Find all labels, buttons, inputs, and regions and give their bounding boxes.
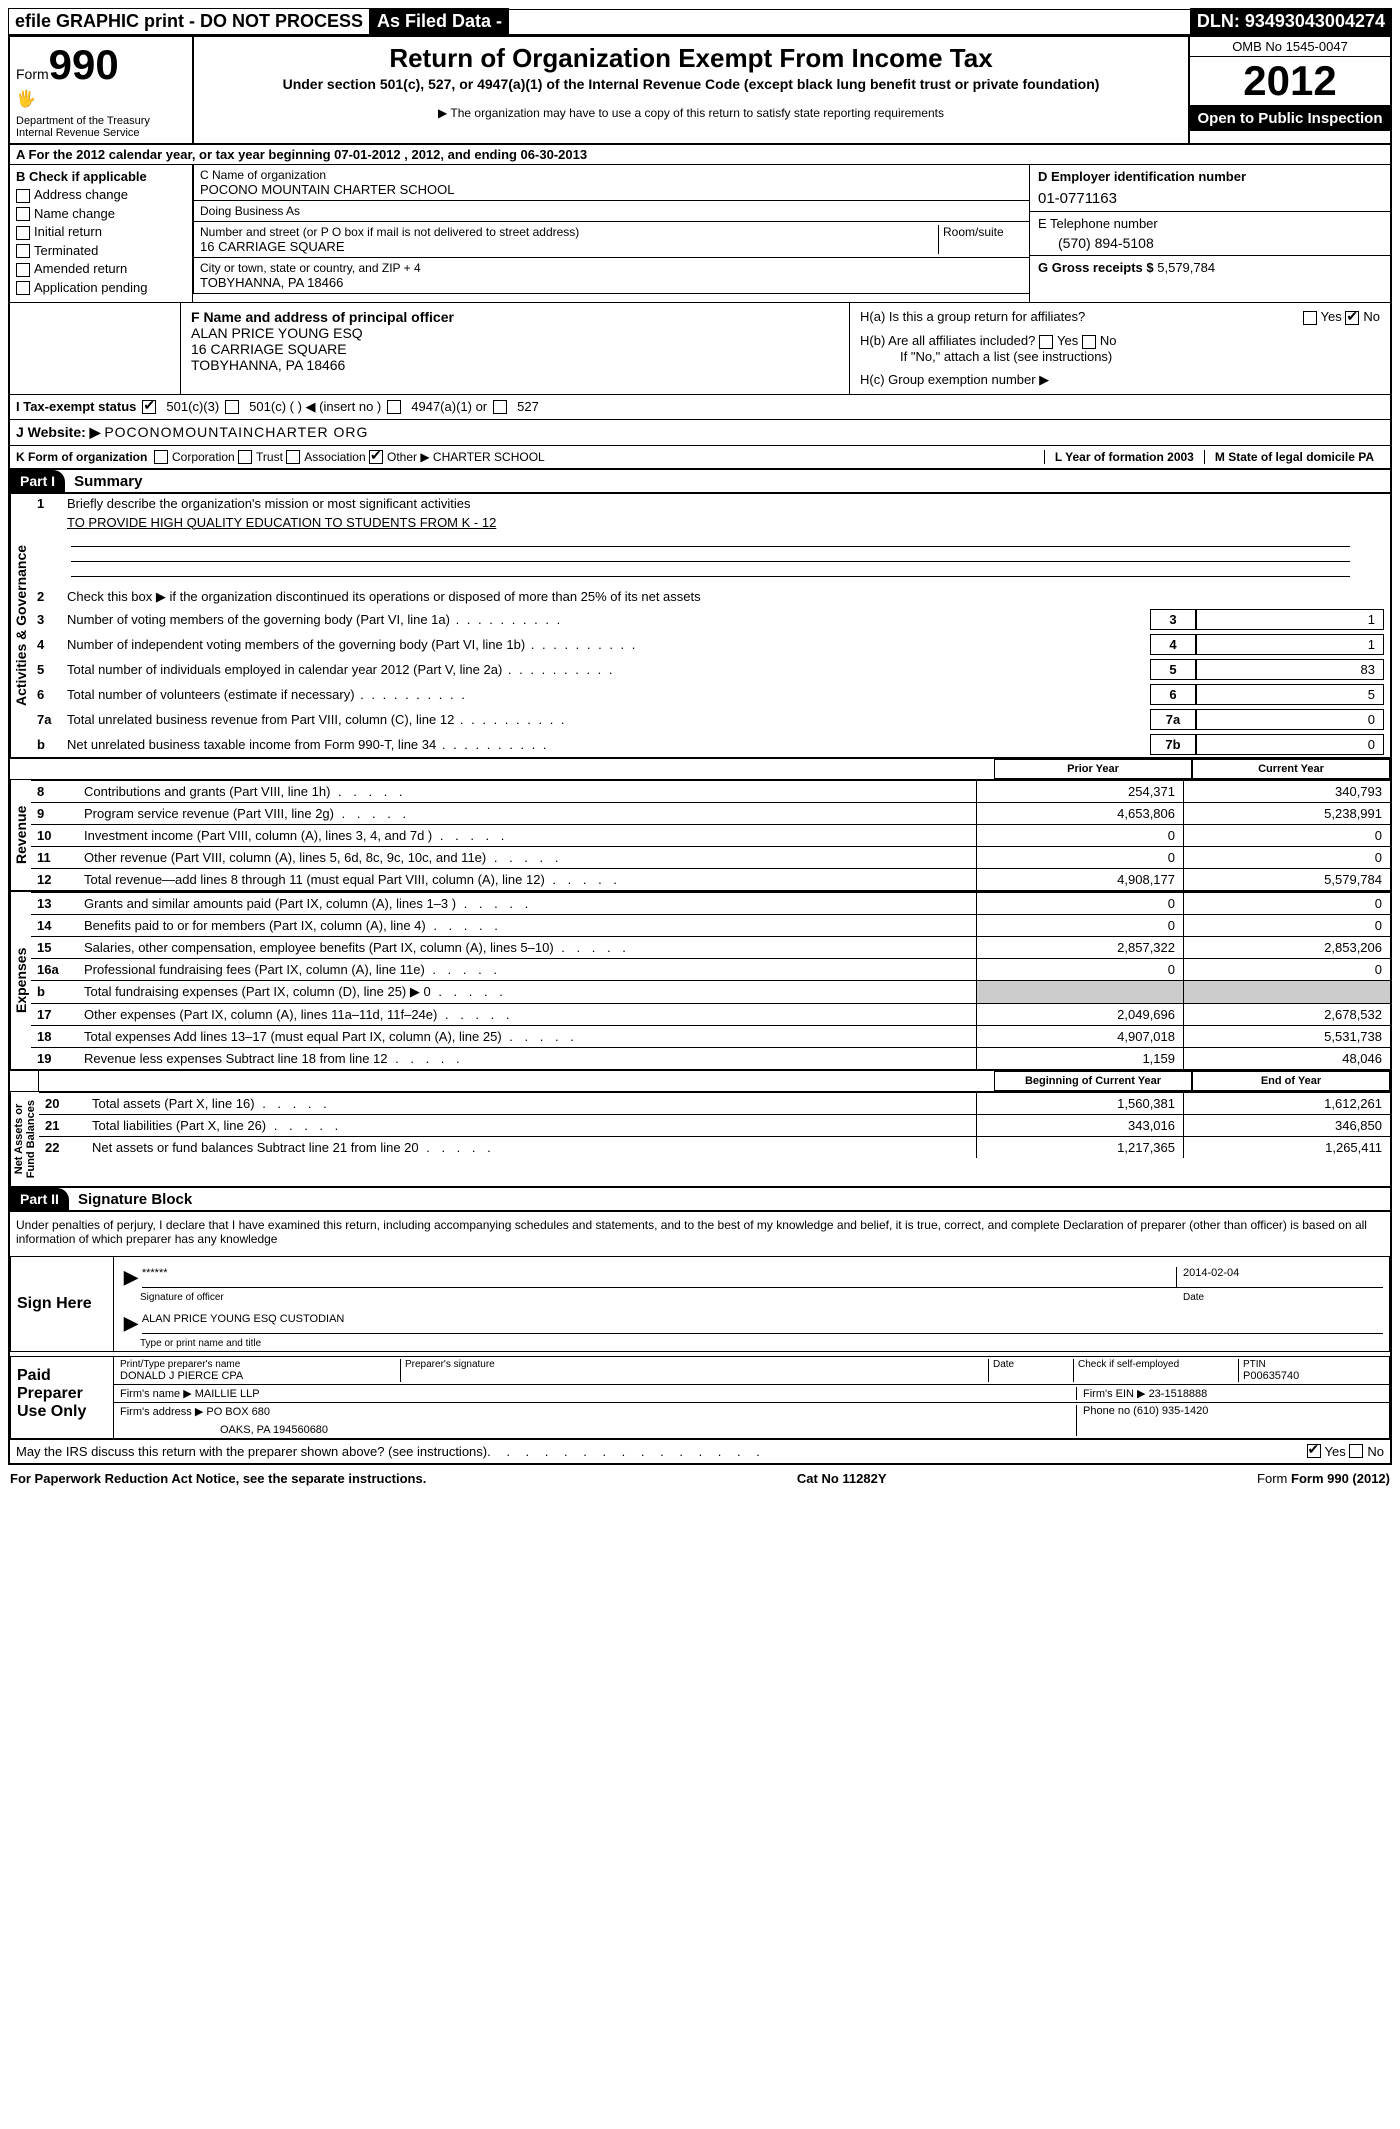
- revenue-section: Revenue 8Contributions and grants (Part …: [10, 780, 1390, 892]
- discuss-row: May the IRS discuss this return with the…: [10, 1439, 1390, 1463]
- chk-address-change[interactable]: [16, 189, 30, 203]
- grid-line: 19Revenue less expenses Subtract line 18…: [31, 1047, 1390, 1069]
- website: J Website: ▶ POCONOMOUNTAINCHARTER ORG: [10, 420, 1390, 446]
- grid-line: 13Grants and similar amounts paid (Part …: [31, 892, 1390, 914]
- chk-4947[interactable]: [387, 400, 401, 414]
- form-title-box: Return of Organization Exempt From Incom…: [194, 37, 1188, 143]
- netassets-section: Net Assets or Fund Balances 20Total asse…: [10, 1092, 1390, 1186]
- efile-segment: efile GRAPHIC print - DO NOT PROCESS: [8, 8, 370, 35]
- chk-527[interactable]: [493, 400, 507, 414]
- sign-here-block: Sign Here ▶ ****** 2014-02-04 Signature …: [10, 1256, 1390, 1352]
- box-c: C Name of organization POCONO MOUNTAIN C…: [193, 165, 1029, 302]
- chk-ha-yes[interactable]: [1303, 311, 1317, 325]
- tax-status: I Tax-exempt status 501(c)(3) 501(c) ( )…: [10, 394, 1390, 420]
- chk-amended-return[interactable]: [16, 263, 30, 277]
- page-footer: For Paperwork Reduction Act Notice, see …: [8, 1465, 1392, 1492]
- top-bar: efile GRAPHIC print - DO NOT PROCESS As …: [8, 8, 1392, 35]
- chk-trust[interactable]: [238, 450, 252, 464]
- grid-line: bTotal fundraising expenses (Part IX, co…: [31, 980, 1390, 1003]
- box-b: B Check if applicable Address change Nam…: [10, 165, 193, 302]
- summary-line: 6Total number of volunteers (estimate if…: [31, 682, 1390, 707]
- chk-hb-yes[interactable]: [1039, 335, 1053, 349]
- grid-line: 15Salaries, other compensation, employee…: [31, 936, 1390, 958]
- grid-line: 14Benefits paid to or for members (Part …: [31, 914, 1390, 936]
- section-a: A For the 2012 calendar year, or tax yea…: [10, 145, 1390, 165]
- part1-header-row: Part I Summary: [10, 470, 1390, 494]
- dln-segment: DLN: 93493043004274: [1190, 8, 1392, 35]
- grid-line: 20Total assets (Part X, line 16) . . . .…: [39, 1092, 1390, 1114]
- asfiled-segment: As Filed Data -: [370, 8, 509, 35]
- form-id-box: Form990 🖐 Department of the Treasury Int…: [10, 37, 194, 143]
- summary-line: 4Number of independent voting members of…: [31, 632, 1390, 657]
- grid-line: 8Contributions and grants (Part VIII, li…: [31, 780, 1390, 802]
- chk-501c[interactable]: [225, 400, 239, 414]
- chk-corp[interactable]: [154, 450, 168, 464]
- form-year-box: OMB No 1545-0047 2012 Open to Public Ins…: [1188, 37, 1390, 143]
- form-container: Form990 🖐 Department of the Treasury Int…: [8, 35, 1392, 1465]
- chk-name-change[interactable]: [16, 207, 30, 221]
- chk-terminated[interactable]: [16, 244, 30, 258]
- grid-line: 17Other expenses (Part IX, column (A), l…: [31, 1003, 1390, 1025]
- box-f: F Name and address of principal officer …: [181, 303, 849, 393]
- chk-discuss-yes[interactable]: [1307, 1444, 1321, 1458]
- chk-assoc[interactable]: [286, 450, 300, 464]
- grid-line: 11Other revenue (Part VIII, column (A), …: [31, 846, 1390, 868]
- part2-header-row: Part II Signature Block: [10, 1186, 1390, 1212]
- grid-line: 16aProfessional fundraising fees (Part I…: [31, 958, 1390, 980]
- chk-application-pending[interactable]: [16, 281, 30, 295]
- grid-line: 21Total liabilities (Part X, line 26) . …: [39, 1114, 1390, 1136]
- form-org: K Form of organization Corporation Trust…: [10, 446, 1390, 470]
- form-title: Return of Organization Exempt From Incom…: [202, 43, 1180, 74]
- chk-discuss-no[interactable]: [1349, 1444, 1363, 1458]
- box-h: H(a) Is this a group return for affiliat…: [849, 303, 1390, 393]
- summary-line: 7aTotal unrelated business revenue from …: [31, 707, 1390, 732]
- grid-line: 9Program service revenue (Part VIII, lin…: [31, 802, 1390, 824]
- summary-line: 5Total number of individuals employed in…: [31, 657, 1390, 682]
- chk-ha-no[interactable]: [1345, 311, 1359, 325]
- chk-initial-return[interactable]: [16, 226, 30, 240]
- activities-governance: Activities & Governance 1Briefly describ…: [10, 494, 1390, 759]
- chk-501c3[interactable]: [142, 400, 156, 414]
- box-d: D Employer identification number 01-0771…: [1029, 165, 1390, 302]
- summary-line: bNet unrelated business taxable income f…: [31, 732, 1390, 757]
- chk-other[interactable]: [369, 450, 383, 464]
- summary-line: 3Number of voting members of the governi…: [31, 607, 1390, 632]
- grid-line: 18Total expenses Add lines 13–17 (must e…: [31, 1025, 1390, 1047]
- expenses-section: Expenses 13Grants and similar amounts pa…: [10, 892, 1390, 1071]
- paid-preparer-block: Paid Preparer Use Only Print/Type prepar…: [10, 1356, 1390, 1439]
- chk-hb-no[interactable]: [1082, 335, 1096, 349]
- grid-line: 22Net assets or fund balances Subtract l…: [39, 1136, 1390, 1158]
- perjury-text: Under penalties of perjury, I declare th…: [10, 1212, 1390, 1252]
- grid-line: 12Total revenue—add lines 8 through 11 (…: [31, 868, 1390, 890]
- grid-line: 10Investment income (Part VIII, column (…: [31, 824, 1390, 846]
